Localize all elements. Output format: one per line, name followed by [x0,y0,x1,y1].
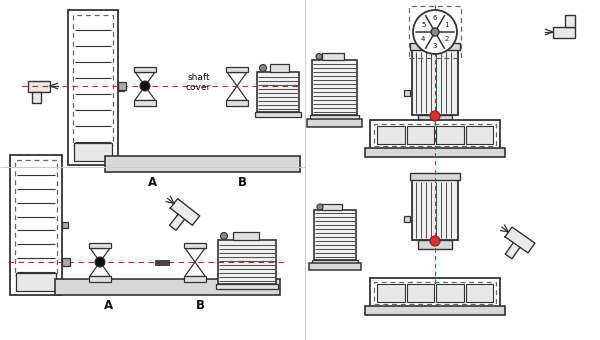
Bar [314,210,356,260]
Bar [370,278,500,308]
Bar [404,89,410,96]
Bar [565,15,575,27]
Text: A: A [148,176,158,189]
Bar [89,243,111,248]
Bar [257,72,299,112]
Bar [118,85,124,90]
Circle shape [431,28,439,36]
Bar [377,284,404,302]
Circle shape [317,204,323,210]
Bar [436,126,464,144]
Bar [436,284,464,302]
Bar [184,243,206,248]
Text: 5: 5 [421,22,425,28]
Bar [62,222,68,228]
Text: A: A [103,299,113,312]
Bar [412,50,458,115]
Text: 6: 6 [433,15,437,21]
Bar [233,232,259,240]
Text: B: B [196,299,205,312]
Bar [15,160,57,275]
Bar [312,60,357,115]
Text: 1: 1 [445,22,449,28]
Bar [16,273,56,291]
Text: cover: cover [186,84,211,92]
Bar [62,258,70,266]
Bar [410,43,460,50]
Bar [255,112,301,117]
Bar [216,284,278,289]
Bar [68,10,118,165]
Bar [226,100,248,106]
Circle shape [260,65,266,71]
Bar [418,240,452,249]
Circle shape [140,81,150,91]
Bar [466,126,493,144]
Bar [410,173,460,180]
Bar [374,124,496,146]
Bar [55,279,280,295]
Bar [89,276,111,282]
Text: B: B [238,176,247,189]
Bar [105,156,300,172]
Circle shape [413,10,457,54]
Circle shape [316,53,322,60]
Bar [134,67,156,72]
Bar [374,282,496,304]
Circle shape [430,236,440,246]
Circle shape [221,233,227,239]
Text: 3: 3 [433,42,437,49]
Polygon shape [505,227,535,253]
Bar [365,306,505,315]
Bar [155,260,169,265]
Bar [74,143,112,161]
Polygon shape [170,199,200,225]
Bar [409,6,461,58]
Bar [377,126,404,144]
Bar [307,119,362,127]
Circle shape [95,257,105,267]
Bar [73,15,113,145]
Bar [226,67,248,72]
Text: shaft: shaft [187,73,210,83]
Polygon shape [505,243,520,259]
Bar [309,263,361,270]
Bar [32,91,41,102]
Bar [407,284,434,302]
Bar [553,27,575,37]
Bar [322,204,342,210]
Bar [404,216,410,222]
Text: 4: 4 [421,36,425,42]
Bar [312,260,358,264]
Bar [28,81,50,91]
Bar [418,115,452,124]
Bar [184,276,206,282]
Polygon shape [170,214,185,230]
Bar [407,126,434,144]
Bar [269,64,289,72]
Bar [365,148,505,157]
Bar [322,53,344,60]
Bar [310,115,359,120]
Bar [118,82,126,90]
Bar [370,120,500,150]
Bar [412,180,458,240]
Circle shape [430,111,440,121]
Bar [218,240,276,284]
Bar [134,100,156,106]
Bar [10,155,62,295]
Bar [466,284,493,302]
Text: 2: 2 [445,36,449,42]
